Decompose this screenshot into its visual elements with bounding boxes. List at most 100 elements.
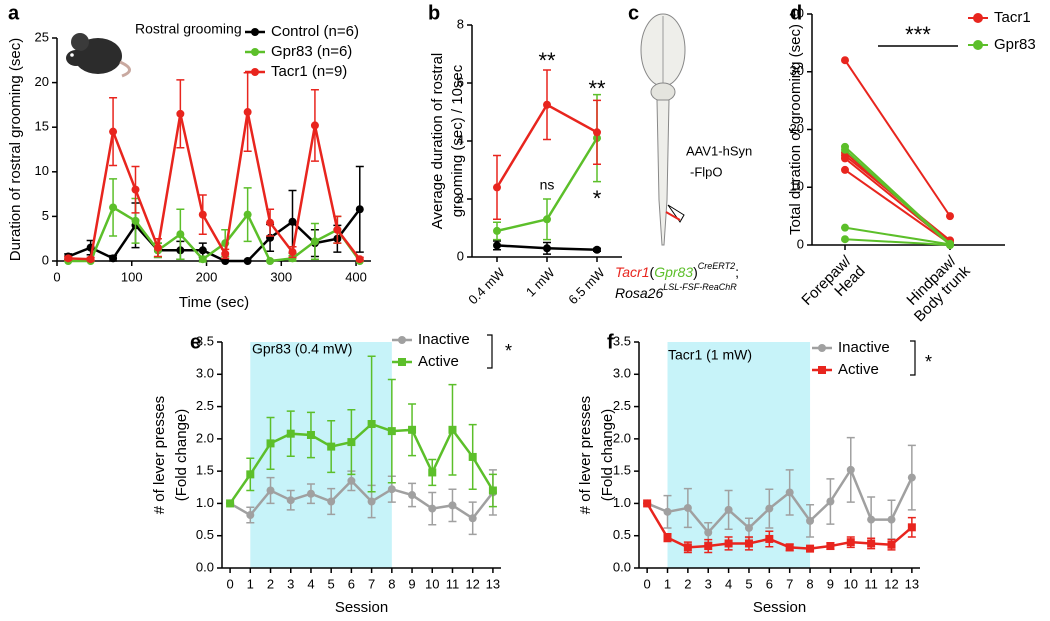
marker [841, 165, 849, 174]
marker [543, 244, 551, 253]
marker [288, 248, 297, 257]
marker [387, 485, 396, 494]
marker [543, 215, 551, 224]
legend-label: Active [418, 353, 459, 370]
y-axis-label: (Fold change) [599, 409, 616, 502]
x-tick-label: 11 [446, 576, 460, 591]
panel-label: b [428, 2, 440, 24]
y-axis-label: # of lever presses [577, 396, 594, 514]
separator: ; [735, 264, 739, 280]
y-tick-label: 2.5 [196, 398, 214, 413]
genotype: Tacr1(Gpr83)CreERT2; [615, 261, 739, 279]
x-tick-label: 1 [664, 576, 671, 591]
marker [826, 497, 835, 506]
marker [818, 344, 826, 352]
y-tick-label: 0.5 [613, 527, 631, 542]
series-line [646, 467, 913, 535]
marker [310, 237, 319, 246]
marker [251, 68, 259, 76]
x-tick-label: 4 [725, 576, 732, 591]
marker [131, 216, 140, 225]
marker [246, 511, 255, 520]
paren: ) [693, 264, 698, 280]
marker [243, 210, 252, 219]
marker [198, 246, 207, 255]
marker [221, 249, 230, 258]
x-tick-label: 7 [786, 576, 793, 591]
y-axis-label: Average duration of rostral [429, 53, 446, 230]
subject-line [844, 59, 951, 217]
marker [306, 489, 315, 498]
y-tick-label: 2 [457, 190, 464, 205]
superscript: LSL-FSF-ReaChR [663, 282, 737, 292]
marker [744, 523, 753, 532]
legend-label: Tacr1 [994, 9, 1031, 26]
marker [428, 468, 437, 477]
marker [176, 109, 185, 118]
marker [593, 245, 601, 254]
y-tick-label: 3.5 [613, 333, 631, 348]
marker [593, 128, 601, 137]
marker [310, 121, 319, 130]
series-line [68, 205, 361, 263]
marker [327, 497, 336, 506]
marker [64, 254, 73, 263]
marker [493, 183, 501, 192]
marker [109, 127, 118, 136]
superscript: CreERT2 [698, 261, 735, 271]
vector-label: AAV1-hSyn [686, 143, 752, 158]
x-tick-label: 9 [408, 576, 415, 591]
x-tick-label: 300 [270, 269, 292, 284]
y-tick-label: 0.5 [196, 527, 214, 542]
x-tick-label: 1 [247, 576, 254, 591]
marker [243, 108, 252, 117]
x-tick-label: 2 [684, 576, 691, 591]
vector-label: -FlpO [690, 164, 723, 179]
y-axis-label: (Fold change) [173, 409, 190, 502]
marker [347, 438, 356, 447]
marker [907, 473, 916, 482]
marker [398, 358, 406, 366]
annotation: *** [905, 22, 931, 47]
gene: Rosa26 [615, 285, 663, 301]
y-tick-label: 20 [35, 74, 49, 89]
marker [683, 543, 692, 552]
x-tick-label: 6 [348, 576, 355, 591]
marker [744, 539, 753, 548]
marker [266, 439, 275, 448]
legend-label: Gpr83 (n=6) [271, 43, 352, 60]
marker [266, 257, 275, 265]
y-tick-label: 4 [457, 132, 464, 147]
annotation: * [925, 352, 932, 372]
y-tick-label: 25 [35, 29, 49, 44]
y-tick-label: 10 [790, 179, 804, 194]
marker [288, 254, 297, 263]
panel-label: f [607, 331, 614, 353]
marker [785, 488, 794, 497]
marker [867, 539, 876, 548]
y-tick-label: 2.5 [613, 398, 631, 413]
subject-line [844, 169, 951, 245]
marker [327, 442, 336, 451]
x-tick-label: 3 [287, 576, 294, 591]
panel-label: e [190, 331, 201, 353]
marker [355, 255, 364, 264]
marker [907, 523, 916, 532]
mouse-icon [66, 33, 131, 78]
x-tick-label: 7 [368, 576, 375, 591]
marker [288, 217, 297, 226]
paren: ( [650, 264, 655, 280]
brain-diagram [640, 13, 686, 246]
y-tick-label: 8 [457, 16, 464, 31]
marker [826, 542, 835, 551]
y-axis-label: Total duration of grooming (sec) [787, 24, 804, 235]
x-tick-label: 10 [425, 576, 439, 591]
x-tick-label: 3 [705, 576, 712, 591]
x-tick-label: 1 mW [523, 264, 558, 299]
marker [704, 528, 713, 537]
marker [785, 543, 794, 552]
marker [243, 257, 252, 265]
y-tick-label: 3.5 [196, 333, 214, 348]
subject-line [844, 146, 951, 245]
